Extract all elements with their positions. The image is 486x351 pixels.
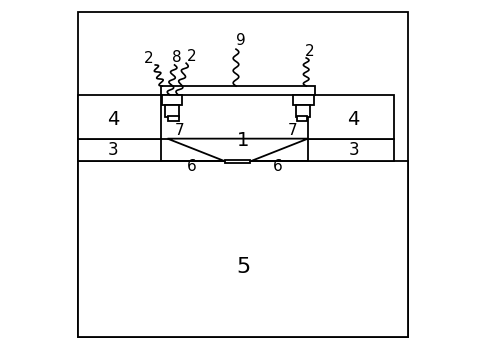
Bar <box>165 105 179 117</box>
Bar <box>168 116 179 121</box>
Text: 5: 5 <box>236 257 250 277</box>
Text: 2: 2 <box>305 44 314 59</box>
Text: 1: 1 <box>237 131 249 150</box>
Text: 4: 4 <box>107 110 120 129</box>
Bar <box>296 116 307 121</box>
Text: 8: 8 <box>172 51 182 65</box>
Text: 4: 4 <box>347 110 360 129</box>
Bar <box>308 95 394 139</box>
Bar <box>308 139 394 161</box>
Bar <box>296 105 310 117</box>
Text: 2: 2 <box>187 49 197 64</box>
Text: 3: 3 <box>108 141 119 159</box>
Bar <box>226 160 250 163</box>
Text: 3: 3 <box>348 141 359 159</box>
Text: 2: 2 <box>143 52 153 66</box>
Bar <box>162 95 182 105</box>
Polygon shape <box>168 139 308 161</box>
Bar <box>78 95 160 139</box>
Bar <box>78 139 160 161</box>
Text: 6: 6 <box>273 159 283 174</box>
Bar <box>78 161 408 337</box>
Bar <box>160 86 315 95</box>
Text: 7: 7 <box>174 124 184 138</box>
Text: 6: 6 <box>187 159 197 174</box>
Text: 9: 9 <box>236 33 246 48</box>
Bar <box>293 95 313 105</box>
Text: 7: 7 <box>287 124 297 138</box>
